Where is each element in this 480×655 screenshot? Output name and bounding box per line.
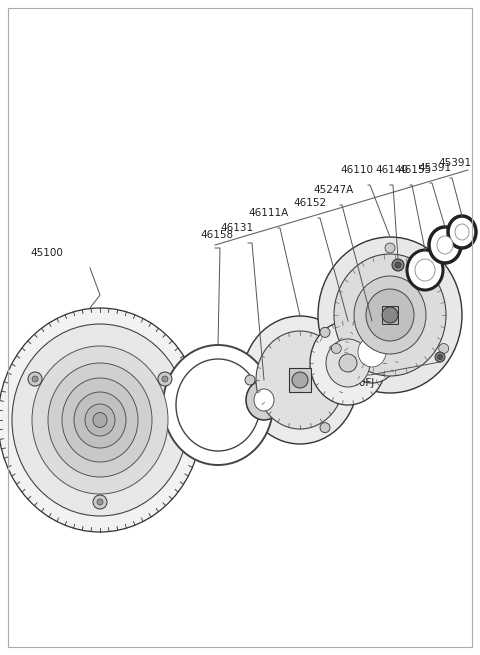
Ellipse shape: [242, 316, 358, 444]
Ellipse shape: [455, 224, 469, 240]
Text: 46111A: 46111A: [248, 208, 288, 218]
Circle shape: [320, 328, 330, 337]
Ellipse shape: [366, 289, 414, 341]
Ellipse shape: [256, 331, 344, 429]
Ellipse shape: [48, 363, 152, 477]
Ellipse shape: [62, 378, 138, 462]
Text: 46155: 46155: [398, 165, 431, 175]
Circle shape: [162, 376, 168, 382]
Ellipse shape: [326, 339, 370, 387]
Circle shape: [32, 376, 38, 382]
Text: 45391: 45391: [438, 158, 471, 168]
Text: 46140: 46140: [375, 165, 408, 175]
Text: 46158: 46158: [200, 230, 233, 240]
Circle shape: [28, 372, 42, 386]
Text: 45100: 45100: [30, 248, 63, 258]
Ellipse shape: [415, 259, 435, 281]
Ellipse shape: [176, 359, 260, 451]
Text: 46131: 46131: [220, 223, 253, 233]
Circle shape: [439, 343, 449, 354]
Bar: [382, 306, 398, 324]
Ellipse shape: [310, 321, 386, 405]
Ellipse shape: [93, 413, 107, 428]
Circle shape: [382, 307, 398, 323]
Circle shape: [97, 499, 103, 505]
Ellipse shape: [0, 308, 202, 532]
Circle shape: [339, 354, 357, 372]
Ellipse shape: [246, 380, 282, 420]
Circle shape: [245, 375, 255, 385]
Ellipse shape: [85, 404, 115, 436]
Circle shape: [392, 259, 404, 271]
Circle shape: [158, 372, 172, 386]
Text: 45391: 45391: [418, 163, 451, 173]
Circle shape: [437, 354, 443, 360]
Ellipse shape: [448, 216, 476, 248]
Ellipse shape: [358, 337, 386, 367]
Circle shape: [395, 262, 401, 268]
Text: 46152: 46152: [293, 198, 326, 208]
Circle shape: [292, 372, 308, 388]
Ellipse shape: [429, 227, 461, 263]
Ellipse shape: [318, 237, 462, 393]
Ellipse shape: [254, 389, 274, 411]
Ellipse shape: [437, 236, 453, 254]
Circle shape: [320, 422, 330, 433]
Ellipse shape: [334, 254, 446, 376]
Ellipse shape: [74, 392, 126, 448]
Circle shape: [331, 343, 341, 354]
Ellipse shape: [344, 321, 400, 383]
Ellipse shape: [32, 346, 168, 494]
Text: 46110: 46110: [340, 165, 373, 175]
Circle shape: [385, 243, 395, 253]
Circle shape: [435, 352, 445, 362]
Circle shape: [93, 495, 107, 509]
Bar: [289, 368, 311, 392]
Ellipse shape: [407, 250, 443, 290]
Ellipse shape: [12, 324, 188, 516]
Text: 1140FJ: 1140FJ: [340, 378, 375, 388]
Ellipse shape: [354, 276, 426, 354]
Text: 45247A: 45247A: [313, 185, 353, 195]
Ellipse shape: [163, 345, 273, 465]
